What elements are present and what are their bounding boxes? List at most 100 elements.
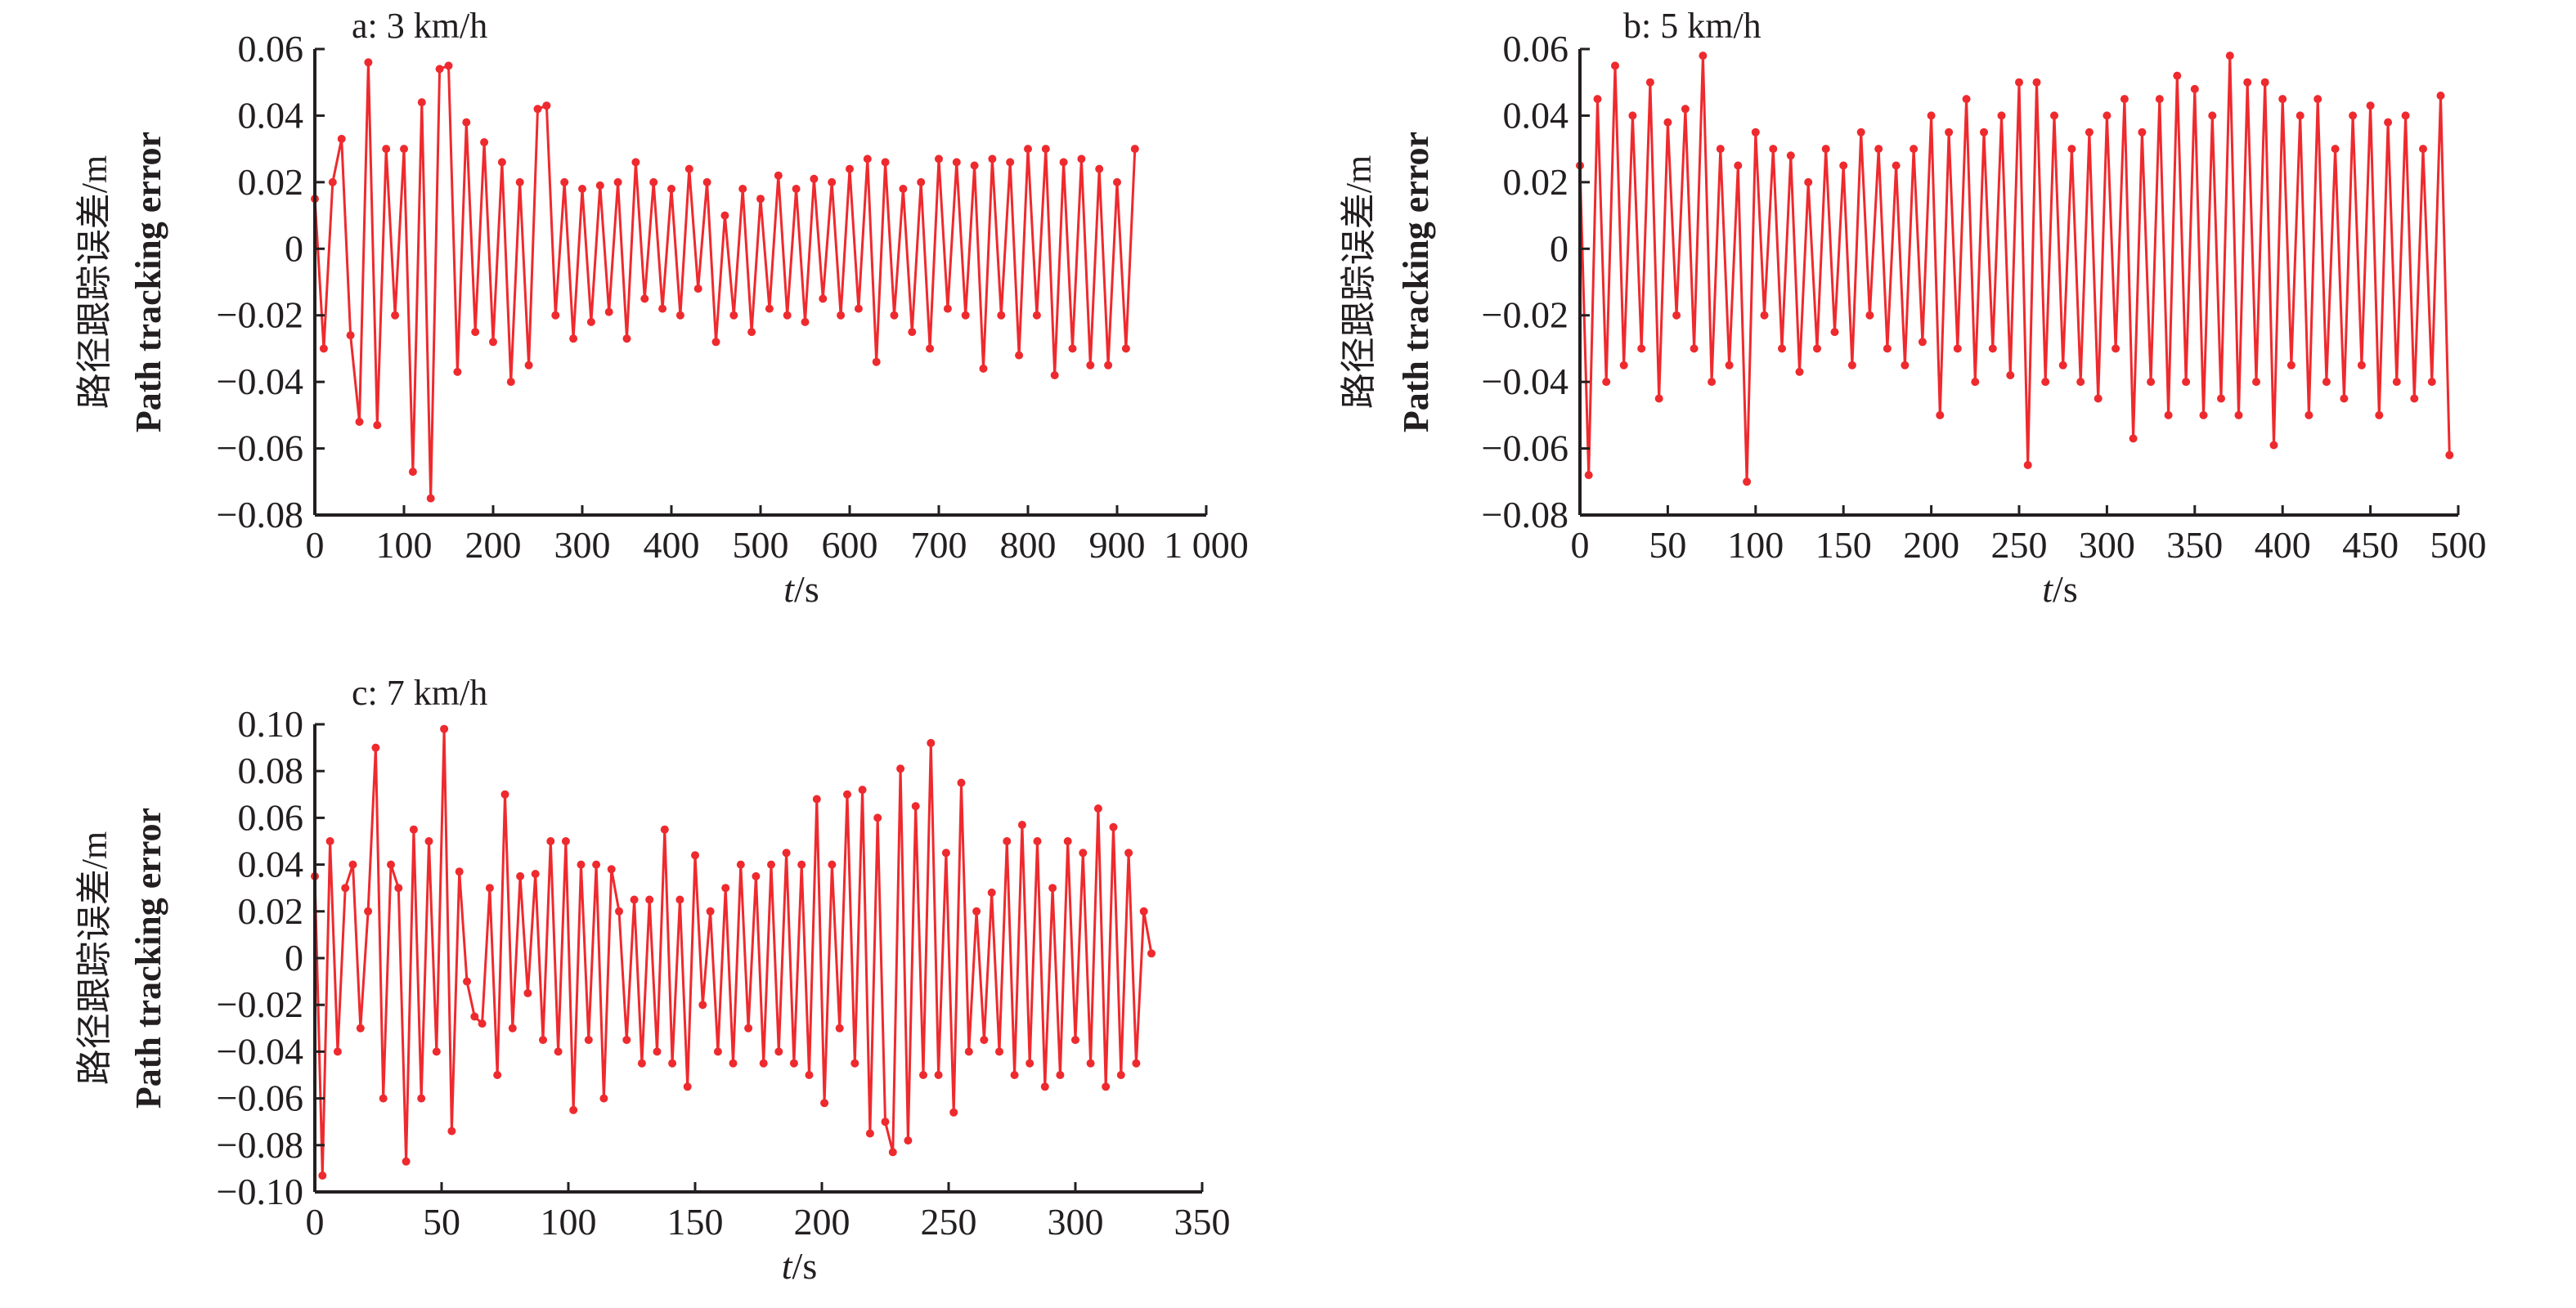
data-point [952,158,961,167]
data-point [1637,344,1646,353]
data-point [1847,361,1856,370]
y-tick-label: −0.02 [217,294,303,336]
data-point [890,311,899,320]
chart-title: b: 5 km/h [1623,6,1761,46]
y-tick-label: 0.02 [1503,161,1569,203]
data-point [1040,1082,1049,1091]
data-point [2331,145,2340,154]
data-point [736,860,745,869]
data-point [2112,344,2120,353]
data-point [1945,128,1954,137]
y-axis-label-english: Path tracking error [128,808,168,1109]
data-point [941,849,950,858]
data-point [1139,907,1148,916]
data-point [391,311,400,320]
data-point [569,1105,578,1114]
series-line [1578,54,2451,483]
data-point [2129,434,2138,443]
data-point [1751,128,1760,137]
y-tick-label: −0.04 [217,1030,303,1072]
data-point [2375,410,2384,419]
data-point [333,1047,342,1056]
data-point [2384,118,2393,127]
y-tick-label: −0.08 [1482,494,1568,535]
data-point [1109,822,1118,831]
data-point [356,1024,365,1033]
x-tick-label: 0 [1571,524,1590,566]
data-point [756,195,765,204]
x-axis-label-unit: /s [2053,568,2078,610]
data-point [440,724,449,733]
data-point [2217,394,2225,403]
data-point [706,907,715,916]
data-point [1813,344,1821,353]
data-point [2392,378,2401,387]
data-point [2225,52,2234,60]
data-point [2252,378,2260,387]
data-point [668,1059,677,1068]
data-point [1113,177,1121,186]
data-point [586,317,595,326]
data-point [2190,84,2199,93]
data-point [1830,328,1839,337]
data-point [1804,177,1813,186]
data-point [908,328,917,337]
data-point [402,1157,411,1166]
data-point [649,177,658,186]
data-point [551,311,560,320]
data-point [846,164,854,173]
y-axis-label-english: Path tracking error [1396,132,1436,432]
data-point [1734,161,1743,170]
y-tick-label: 0.02 [238,161,304,203]
data-point [373,421,382,430]
data-point [2436,92,2445,100]
data-point [1077,155,1086,164]
data-point [578,185,586,193]
data-point [702,177,711,186]
data-point [1048,884,1057,893]
y-tick-label: −0.10 [217,1171,303,1212]
data-point [506,378,515,387]
data-point [615,907,623,916]
data-point [1821,145,1830,154]
data-point [463,977,471,986]
data-point [1708,378,1717,387]
data-point [599,1094,608,1103]
data-point [2041,378,2050,387]
data-point [1602,378,1611,387]
data-point [462,118,471,127]
data-point [577,860,586,869]
data-point [949,1108,958,1117]
data-point [683,1082,692,1091]
x-tick-label: 1 000 [1164,524,1249,566]
data-point [523,988,532,997]
data-point [1681,105,1690,114]
data-point [1006,158,1015,167]
x-tick-label: 500 [733,524,789,566]
data-point [1725,361,1734,370]
data-point [341,884,350,893]
x-tick-label: 50 [423,1201,460,1243]
data-point [896,764,905,773]
data-point [698,1001,707,1010]
data-point [995,1047,1003,1056]
data-point [1690,344,1699,353]
data-point [2147,378,2156,387]
data-point [1032,311,1041,320]
data-point [409,825,418,834]
data-point [1716,145,1725,154]
data-point [480,138,489,146]
data-point [2006,371,2015,379]
data-point [759,1059,768,1068]
data-point [364,58,373,67]
data-point [318,1171,327,1180]
data-point [1130,145,1139,154]
data-point [622,1036,631,1045]
data-point [444,61,453,70]
data-point [1918,338,1927,347]
data-point [854,304,863,313]
data-point [711,338,720,347]
x-tick-label: 100 [541,1201,597,1243]
x-axis-label-variable: t [2042,568,2053,610]
data-point [447,1127,456,1136]
